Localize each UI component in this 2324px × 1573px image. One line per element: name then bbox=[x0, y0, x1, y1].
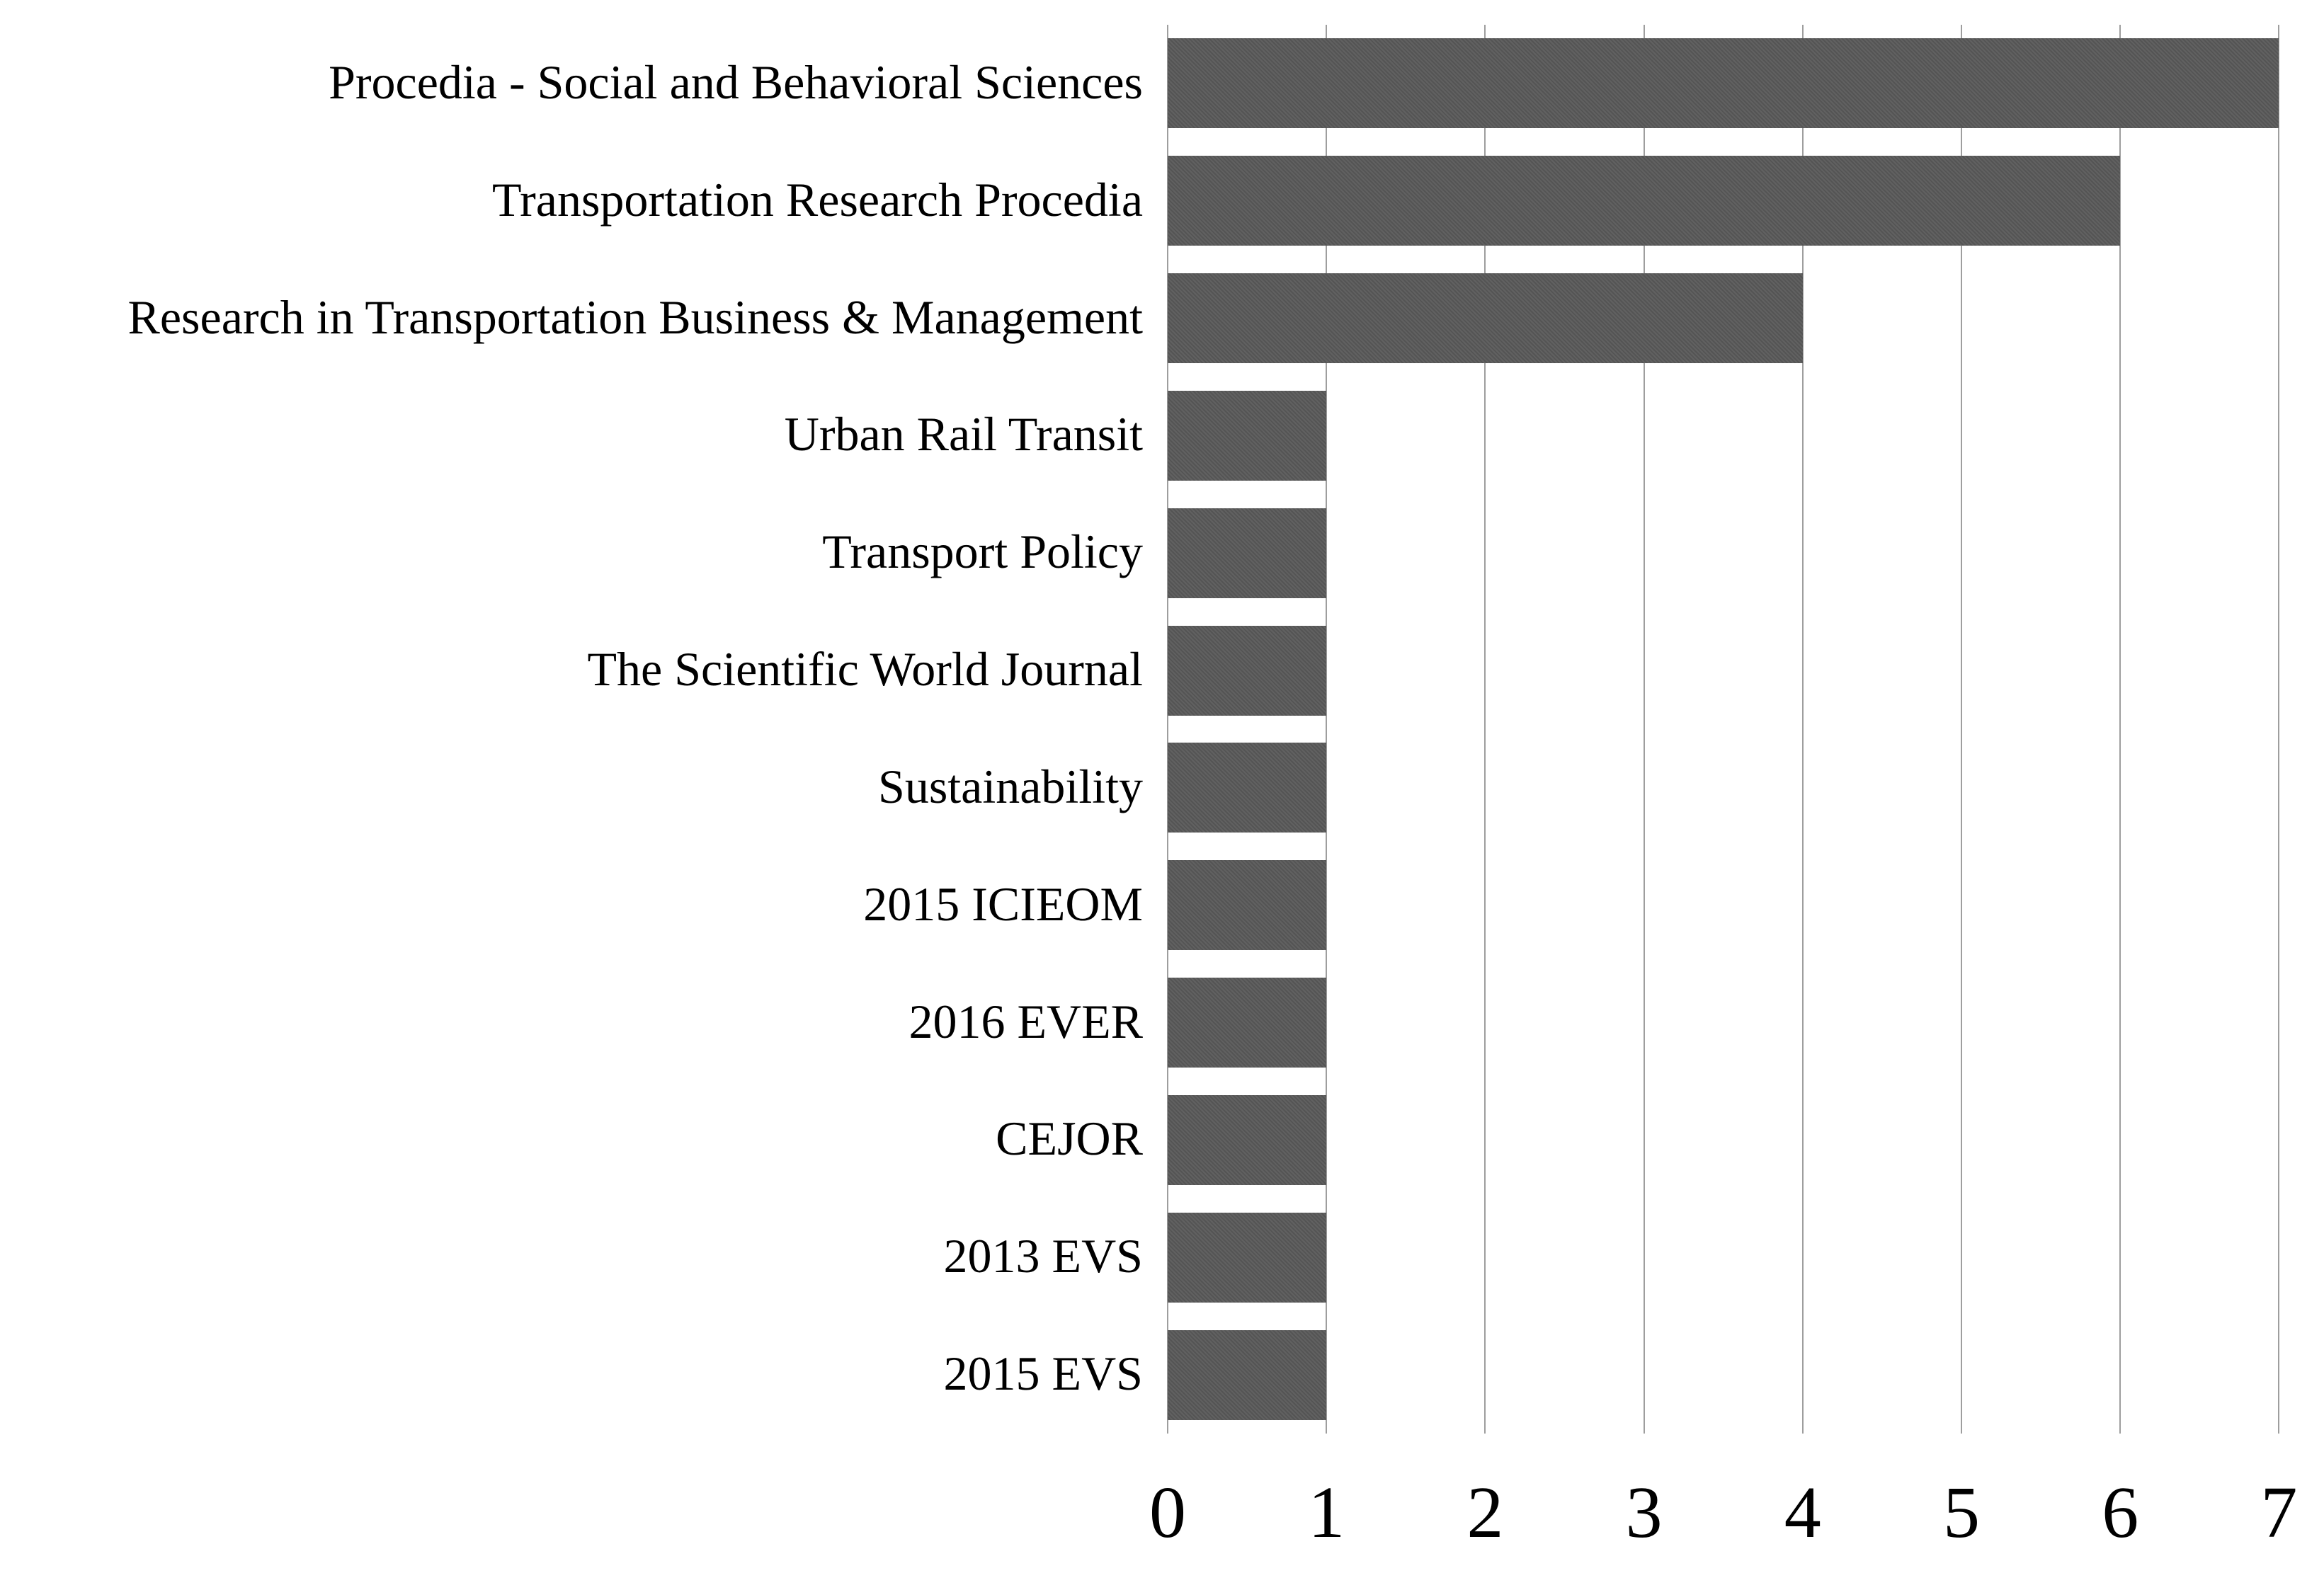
x-tick-label: 3 bbox=[1625, 1472, 1663, 1553]
x-tick-label: 4 bbox=[1784, 1472, 1821, 1553]
category-label: 2015 EVS bbox=[943, 1346, 1143, 1400]
category-label: Transport Policy bbox=[822, 525, 1143, 579]
x-tick-label: 5 bbox=[1943, 1472, 1980, 1553]
bar bbox=[1168, 273, 1803, 364]
gridline bbox=[1643, 25, 1645, 1434]
category-label: 2013 EVS bbox=[943, 1229, 1143, 1283]
gridline bbox=[1961, 25, 1962, 1434]
category-label: The Scientific World Journal bbox=[587, 641, 1143, 696]
gridline bbox=[1167, 25, 1168, 1434]
gridline bbox=[1801, 25, 1804, 1434]
bar bbox=[1168, 1212, 1327, 1303]
category-label: Sustainability bbox=[878, 759, 1143, 813]
gridline bbox=[2119, 25, 2121, 1434]
category-label: Urban Rail Transit bbox=[784, 407, 1143, 462]
category-label: CEJOR bbox=[996, 1111, 1143, 1166]
gridline bbox=[1326, 25, 1328, 1434]
bar bbox=[1168, 1329, 1327, 1420]
bar bbox=[1168, 156, 2121, 246]
bar bbox=[1168, 508, 1327, 598]
category-label: Research in Transportation Business & Ma… bbox=[127, 290, 1143, 344]
x-tick-label: 2 bbox=[1466, 1472, 1504, 1553]
bar bbox=[1168, 860, 1327, 951]
gridline bbox=[2278, 25, 2280, 1434]
bar bbox=[1168, 38, 2279, 129]
bar bbox=[1168, 743, 1327, 833]
x-tick-label: 7 bbox=[2260, 1472, 2298, 1553]
gridline bbox=[1484, 25, 1486, 1434]
bar bbox=[1168, 390, 1327, 481]
category-label: 2016 EVER bbox=[908, 994, 1143, 1048]
bar bbox=[1168, 1094, 1327, 1185]
category-label: Transportation Research Procedia bbox=[491, 172, 1143, 227]
bar bbox=[1168, 625, 1327, 716]
category-label: 2015 ICIEOM bbox=[863, 876, 1143, 931]
x-tick-label: 0 bbox=[1149, 1472, 1186, 1553]
x-tick-label: 1 bbox=[1308, 1472, 1345, 1553]
bar bbox=[1168, 978, 1327, 1068]
x-tick-label: 6 bbox=[2102, 1472, 2139, 1553]
category-label: Procedia - Social and Behavioral Science… bbox=[329, 55, 1143, 109]
